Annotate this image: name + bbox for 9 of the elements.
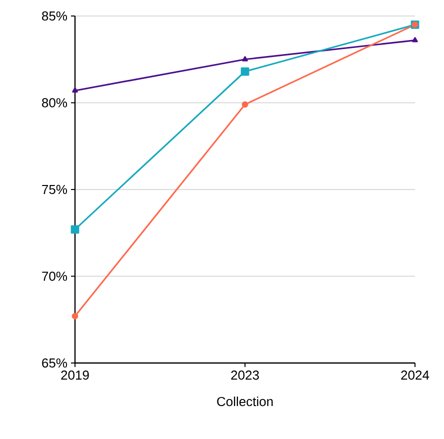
y-tick-label: 80%: [42, 98, 68, 108]
y-tick-label: 65%: [42, 358, 68, 368]
y-tick-label: 85%: [42, 11, 68, 21]
y-tick-label: 70%: [42, 272, 68, 281]
x-tick-label: 2023: [231, 370, 259, 380]
x-tick-label: 2024: [401, 370, 430, 380]
x-axis-title: Collection: [217, 396, 273, 406]
x-tick-label: 2019: [61, 370, 89, 380]
y-tick-label: 75%: [42, 184, 68, 194]
